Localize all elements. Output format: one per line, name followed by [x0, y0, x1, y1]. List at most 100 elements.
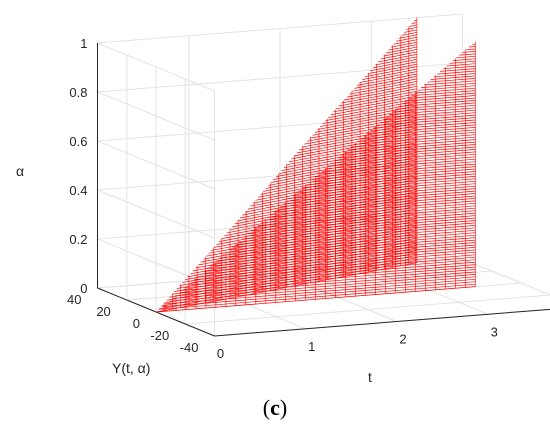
mesh-line-lower	[291, 134, 417, 160]
mesh-line-upper	[226, 232, 476, 253]
mesh-line-upper	[159, 283, 476, 310]
mesh-line-upper	[382, 112, 476, 121]
back-wall-grid-line	[97, 160, 463, 191]
back-wall-grid-line	[97, 111, 463, 142]
t-tick-label: 2	[399, 332, 406, 347]
mesh-line-lower	[414, 19, 417, 21]
mesh-line-upper	[369, 122, 476, 132]
mesh-line-upper	[373, 119, 476, 129]
caption-letter: c	[270, 395, 280, 420]
mesh-line-lower	[276, 149, 417, 177]
mesh-line-lower	[242, 181, 417, 216]
left-wall-grid-line	[97, 238, 215, 288]
mesh-line-upper	[302, 173, 476, 188]
mesh-line-upper	[178, 269, 476, 294]
mesh-line-upper	[437, 70, 476, 75]
mesh-line-lower	[372, 58, 417, 69]
mesh-line-upper	[449, 60, 476, 64]
t-tick-label: 3	[491, 324, 498, 339]
mesh-line-lower	[367, 63, 417, 75]
mesh-line-lower	[370, 61, 417, 72]
mesh-line-upper	[360, 129, 476, 140]
t-tick-label: 0	[217, 346, 224, 361]
alpha-tick-label: 1	[80, 36, 87, 51]
alpha-tick-label: 0.8	[69, 85, 87, 100]
mesh-line-upper	[421, 82, 476, 88]
mesh-line-upper	[216, 239, 476, 261]
mesh-line-upper	[171, 274, 476, 299]
mesh-line-upper	[264, 202, 476, 221]
mesh-line-lower	[237, 186, 417, 222]
mesh-line-upper	[392, 104, 476, 113]
mesh-line-upper	[223, 234, 476, 256]
mesh-line-lower	[411, 22, 418, 24]
y-tick-label: -40	[180, 340, 199, 355]
mesh-line-upper	[184, 264, 476, 289]
mesh-line-upper	[181, 266, 476, 291]
mesh-line-upper	[242, 220, 476, 240]
caption-close: )	[279, 395, 288, 420]
mesh-line-upper	[286, 185, 476, 202]
mesh-line-lower	[341, 88, 417, 104]
mesh-line-upper	[197, 254, 476, 278]
mesh-line-upper	[347, 139, 476, 151]
mesh-line-lower	[301, 125, 417, 148]
mesh-line-lower	[391, 41, 417, 48]
z-axis-label: α	[16, 163, 24, 179]
mesh-line-upper	[309, 168, 476, 183]
mesh-line-upper	[191, 259, 476, 283]
mesh-line-upper	[232, 227, 476, 248]
mesh-line-upper	[165, 278, 476, 305]
back-wall-grid-line	[97, 258, 463, 289]
mesh-line-lower	[296, 129, 417, 154]
t-axis-line	[214, 308, 550, 337]
mesh-line-lower	[281, 144, 417, 172]
mesh-line-lower	[383, 49, 417, 57]
mesh-line-lower	[349, 80, 417, 95]
mesh-line-lower	[362, 68, 417, 80]
mesh-line-lower	[375, 56, 417, 66]
mesh-line-lower	[265, 159, 417, 189]
mesh-line-lower	[403, 29, 417, 33]
mesh-line-lower	[354, 76, 417, 89]
mesh-line-lower	[219, 203, 417, 242]
mesh-line-lower	[396, 36, 417, 42]
mesh-line-lower	[283, 142, 417, 169]
mesh-line-upper	[363, 127, 476, 137]
mesh-line-lower	[333, 95, 417, 113]
back-wall-grid-line	[97, 13, 463, 44]
mesh-line-upper	[251, 212, 476, 232]
mesh-line-lower	[385, 46, 417, 54]
mesh-line-upper	[414, 87, 476, 94]
mesh-line-lower	[401, 31, 418, 36]
mesh-line-upper	[430, 75, 476, 80]
y-tick-label: -20	[150, 328, 169, 343]
mesh-line-upper	[465, 48, 476, 51]
mesh-line-upper	[398, 100, 476, 107]
mesh-line-upper	[357, 131, 476, 143]
mesh-line-upper	[443, 65, 476, 70]
mesh-line-upper	[452, 58, 476, 61]
mesh-line-upper	[459, 53, 476, 56]
mesh-line-upper	[162, 281, 476, 307]
mesh-line-upper	[417, 85, 476, 91]
left-wall-grid-line	[97, 140, 215, 190]
mesh-line-lower	[364, 66, 417, 77]
mesh-line-upper	[401, 97, 476, 105]
mesh-line-upper	[290, 183, 476, 199]
mesh-line-upper	[299, 176, 476, 191]
mesh-line-lower	[380, 51, 417, 60]
left-wall-grid-line	[97, 189, 215, 239]
mesh-line-lower	[176, 242, 417, 289]
mesh-line-upper	[306, 171, 476, 186]
mesh-line-upper	[350, 136, 476, 148]
mesh-line-lower	[278, 147, 417, 175]
mesh-line-upper	[318, 161, 476, 175]
mesh-line-upper	[328, 153, 476, 167]
mesh-line-upper	[462, 51, 476, 53]
mesh-line-lower	[357, 73, 417, 86]
mesh-line-lower	[169, 250, 417, 298]
mesh-line-lower	[273, 152, 417, 180]
mesh-line-upper	[424, 80, 476, 86]
mesh-line-upper	[254, 210, 476, 229]
